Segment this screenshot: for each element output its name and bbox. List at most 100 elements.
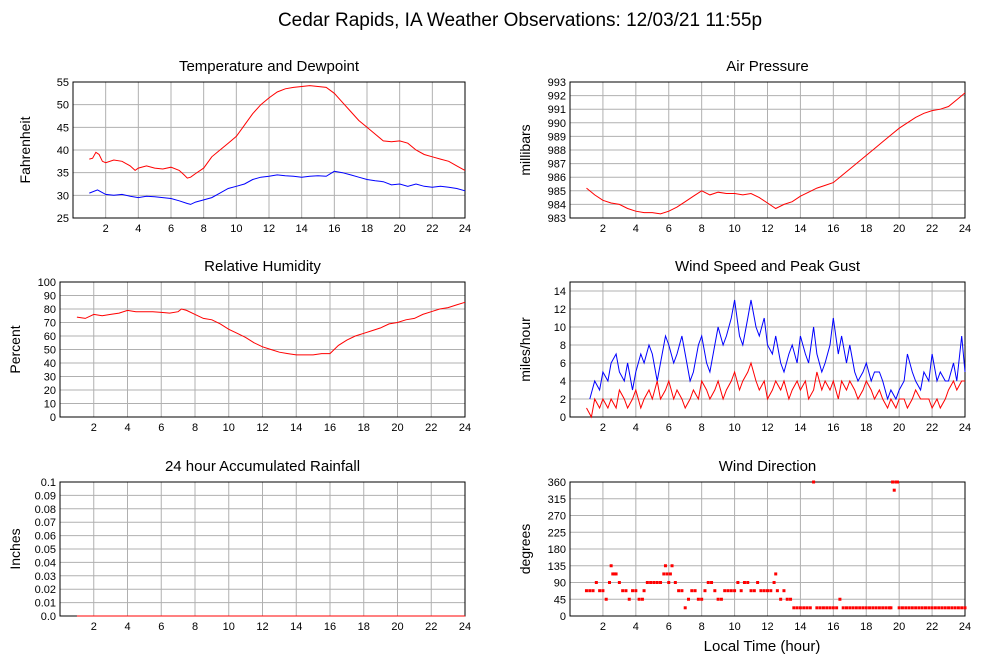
grid <box>570 81 966 219</box>
grid <box>570 481 966 617</box>
x-tick-label: 12 <box>761 223 773 235</box>
data-point <box>772 581 776 584</box>
data-point <box>759 589 763 593</box>
data-point <box>663 564 667 568</box>
chart-title: Wind Speed and Peak Gust <box>675 258 861 275</box>
data-point <box>775 589 779 593</box>
x-tick-label: 8 <box>201 223 207 235</box>
y-tick-label: 180 <box>548 544 566 556</box>
x-tick-label: 4 <box>633 223 639 235</box>
data-point <box>588 589 592 593</box>
x-tick-label: 20 <box>391 621 403 633</box>
data-point <box>937 606 941 610</box>
x-tick-label: 22 <box>425 422 437 434</box>
x-tick-label: 20 <box>391 422 403 434</box>
data-point <box>659 581 663 584</box>
data-point <box>892 488 896 492</box>
data-point <box>864 606 868 610</box>
data-point <box>779 597 783 601</box>
data-point <box>729 589 733 593</box>
y-tick-label: 90 <box>44 291 56 303</box>
x-tick-label: 16 <box>328 223 340 235</box>
y-tick-label: 40 <box>44 358 56 370</box>
x-tick-label: 10 <box>728 223 740 235</box>
y-tick-label: 986 <box>548 172 566 184</box>
series-line-0 <box>589 299 966 401</box>
y-tick-label: 225 <box>548 527 566 539</box>
x-tick-label: 22 <box>926 621 938 633</box>
plot-frame <box>59 281 466 418</box>
grid <box>60 281 466 418</box>
y-tick-label: 4 <box>560 376 566 388</box>
data-point <box>795 606 799 610</box>
data-point <box>612 572 616 576</box>
y-tick-label: 0.05 <box>35 544 56 556</box>
y-axis-label: miles/hour <box>517 317 533 382</box>
x-tick-label: 18 <box>860 621 872 633</box>
y-tick-label: 14 <box>554 286 566 298</box>
data-point <box>769 589 773 593</box>
data-point <box>815 606 819 610</box>
data-point <box>652 581 656 584</box>
data-point <box>604 597 608 601</box>
x-tick-label: 6 <box>666 223 672 235</box>
y-tick-label: 990 <box>548 118 566 130</box>
data-point <box>851 606 855 610</box>
data-point <box>670 564 674 568</box>
data-point <box>835 606 839 610</box>
y-tick-label: 315 <box>548 494 566 506</box>
data-point <box>917 606 921 610</box>
data-point <box>907 606 911 610</box>
data-point <box>933 606 937 610</box>
x-tick-label: 2 <box>91 621 97 633</box>
data-point <box>924 606 927 610</box>
y-tick-label: 30 <box>57 190 69 202</box>
x-tick-label: 16 <box>827 422 839 434</box>
x-tick-label: 18 <box>361 223 373 235</box>
y-tick-label: 985 <box>548 186 566 198</box>
x-tick-label: 16 <box>324 621 336 633</box>
data-point <box>874 606 878 610</box>
y-tick-label: 984 <box>548 199 566 211</box>
x-tick-label: 12 <box>263 223 275 235</box>
y-tick-label: 0.07 <box>35 517 56 529</box>
data-point <box>609 564 613 568</box>
y-tick-label: 40 <box>57 145 69 157</box>
data-point <box>756 581 760 584</box>
data-point <box>624 589 628 593</box>
data-point <box>940 606 944 610</box>
grid <box>60 481 466 617</box>
data-point <box>808 606 812 610</box>
plot-frame <box>72 81 466 219</box>
chart-title: Temperature and Dewpoint <box>179 58 360 75</box>
y-tick-label: 360 <box>548 477 566 489</box>
data-point <box>953 606 957 610</box>
x-tick-label: 12 <box>761 422 773 434</box>
data-point <box>649 581 653 584</box>
x-tick-label: 8 <box>192 422 198 434</box>
data-point <box>805 606 809 610</box>
data-point <box>818 606 822 610</box>
data-point <box>774 572 778 576</box>
data-point <box>719 597 723 601</box>
data-point <box>673 581 677 584</box>
x-tick-label: 6 <box>168 223 174 235</box>
data-point <box>752 589 756 593</box>
y-tick-label: 0.08 <box>35 504 56 516</box>
data-point <box>881 606 885 610</box>
data-point <box>693 589 697 593</box>
y-tick-label: 100 <box>38 277 56 289</box>
y-tick-label: 45 <box>554 594 566 606</box>
x-tick-label: 18 <box>860 422 872 434</box>
data-point <box>655 581 659 584</box>
plot-frame <box>569 481 966 617</box>
data-point <box>608 581 611 584</box>
y-tick-label: 6 <box>560 358 566 370</box>
x-tick-label: 14 <box>794 422 806 434</box>
series-line-0 <box>89 85 466 179</box>
data-point <box>683 606 687 610</box>
y-tick-label: 0.06 <box>35 531 56 543</box>
